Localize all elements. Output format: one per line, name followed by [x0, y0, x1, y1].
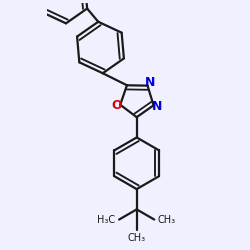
Text: CH₃: CH₃: [128, 234, 146, 243]
Text: H₃C: H₃C: [97, 214, 116, 224]
Text: N: N: [144, 76, 155, 89]
Text: O: O: [112, 99, 122, 112]
Text: CH₃: CH₃: [158, 214, 176, 224]
Text: N: N: [152, 100, 162, 113]
